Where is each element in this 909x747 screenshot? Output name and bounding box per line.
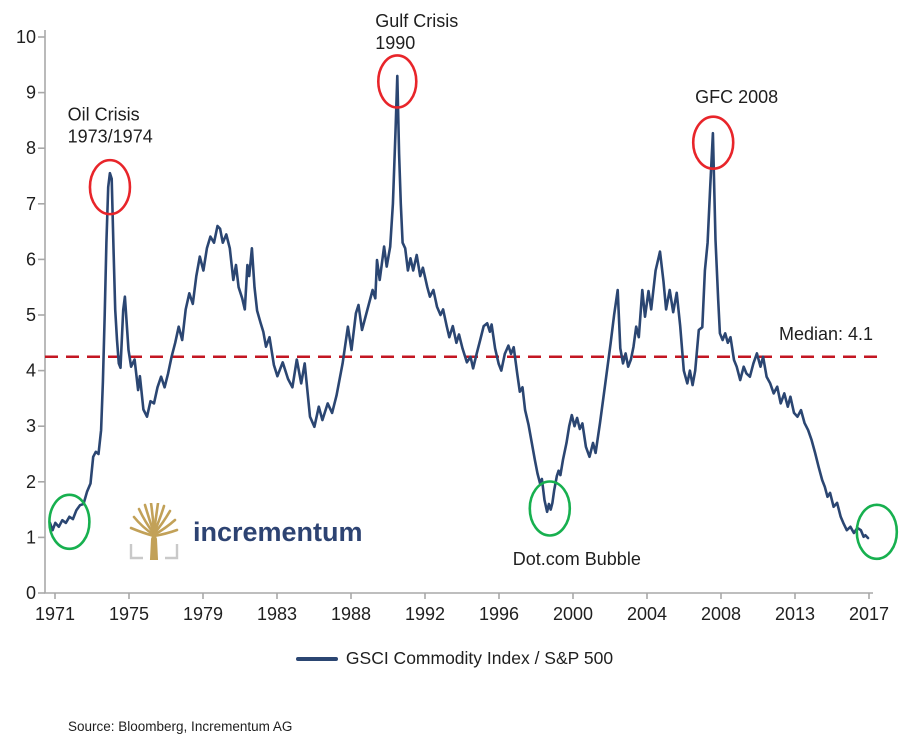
x-tick-label: 1988 <box>331 604 371 624</box>
y-tick-label: 8 <box>26 138 36 158</box>
x-tick-label: 1971 <box>35 604 75 624</box>
gfc-label: GFC 2008 <box>695 87 778 107</box>
legend-series-label: GSCI Commodity Index / S&P 500 <box>345 648 614 668</box>
gulf-crisis-label: Gulf Crisis 1990 <box>375 11 458 53</box>
x-tick-label: 2008 <box>701 604 741 624</box>
x-tick-label: 2017 <box>849 604 889 624</box>
gulf-crisis-circle <box>376 54 418 109</box>
incrementum-logo: incrementum <box>128 503 363 561</box>
dotcom-low-circle <box>528 480 572 537</box>
gfc-circle <box>691 115 735 170</box>
source-note: Source: Bloomberg, Incrementum AG <box>68 719 293 734</box>
median-label: Median: 4.1 <box>779 324 873 344</box>
y-tick-label: 3 <box>26 416 36 436</box>
oil-crisis-circle <box>88 158 132 216</box>
chart-legend: GSCI Commodity Index / S&P 500 <box>0 648 909 669</box>
y-tick-label: 10 <box>16 27 36 47</box>
series-line <box>48 74 870 540</box>
x-tick-label: 1979 <box>183 604 223 624</box>
x-tick-label: 1983 <box>257 604 297 624</box>
x-tick-label: 2000 <box>553 604 593 624</box>
y-tick-label: 7 <box>26 194 36 214</box>
chart-canvas: 0 1 2 3 4 5 6 7 8 9 10 1971 1975 1979 1983 1988 1992 1996… <box>16 11 899 624</box>
y-tick-label: 9 <box>26 83 36 103</box>
x-tick-label: 1996 <box>479 604 519 624</box>
incrementum-logo-text: incrementum <box>193 516 363 547</box>
legend-line-swatch <box>295 656 338 661</box>
incrementum-tree-icon <box>129 503 179 560</box>
x-tick-label: 1975 <box>109 604 149 624</box>
y-tick-label: 1 <box>26 527 36 547</box>
x-tick-label: 2004 <box>627 604 667 624</box>
oil-crisis-label: Oil Crisis 1973/1974 <box>68 104 153 146</box>
x-tick-label: 1992 <box>405 604 445 624</box>
start-low-circle <box>48 493 91 551</box>
y-tick-label: 2 <box>26 472 36 492</box>
y-tick-label: 5 <box>26 305 36 325</box>
y-tick-label: 0 <box>26 583 36 603</box>
y-tick-label: 6 <box>26 249 36 269</box>
x-tick-label: 2013 <box>775 604 815 624</box>
y-tick-label: 4 <box>26 361 36 381</box>
dotcom-label: Dot.com Bubble <box>513 549 641 569</box>
end-low-circle <box>855 503 899 561</box>
